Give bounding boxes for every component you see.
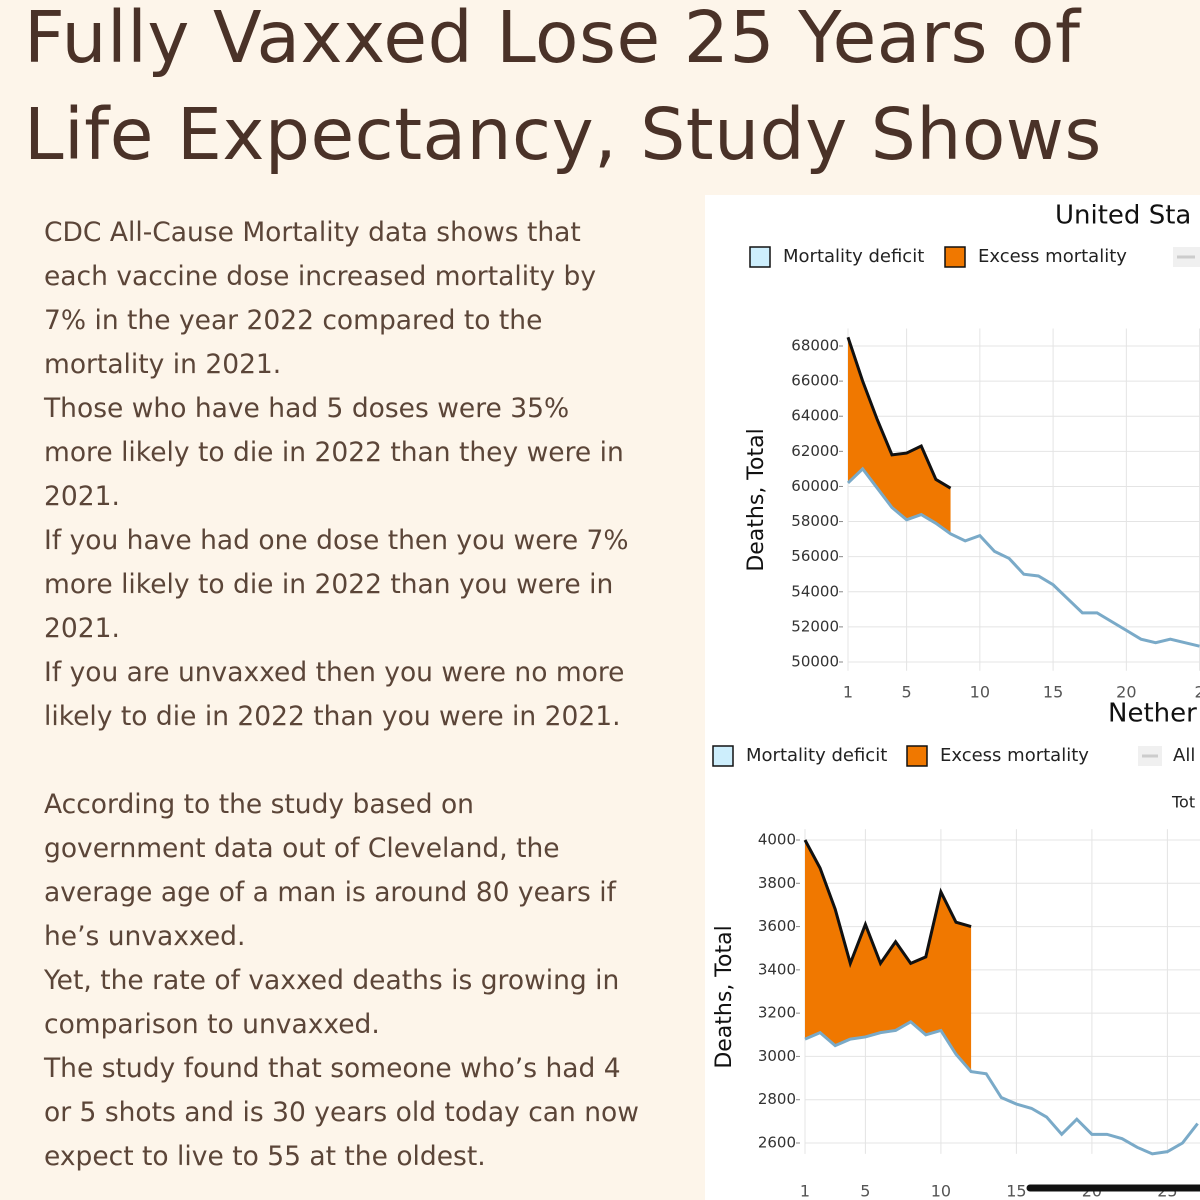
legend-swatch bbox=[712, 745, 734, 767]
legend-swatch bbox=[906, 745, 928, 767]
x-tick-label: 15 bbox=[1006, 1182, 1026, 1200]
y-tick-label: 50000 bbox=[791, 653, 839, 671]
y-tick-label: 58000 bbox=[791, 512, 839, 530]
body-line: If you are unvaxxed then you were no mor… bbox=[44, 657, 625, 688]
x-tick-label: 10 bbox=[970, 683, 990, 702]
y-tick-label: 52000 bbox=[791, 617, 839, 635]
observed-line bbox=[803, 839, 972, 969]
x-tick-label: 1 bbox=[843, 683, 853, 702]
legend-label: All bbox=[1173, 745, 1195, 766]
body-line: 7% in the year 2022 compared to the bbox=[44, 305, 543, 336]
body-line: each vaccine dose increased mortality by bbox=[44, 261, 597, 292]
y-tick-label: 3800 bbox=[758, 874, 796, 892]
y-axis-label: Deaths, Total bbox=[744, 428, 769, 571]
y-tick-label: 56000 bbox=[791, 547, 839, 565]
baseline-line bbox=[846, 466, 1200, 648]
y-axis-label: Deaths, Total bbox=[712, 925, 737, 1068]
body-line: 2021. bbox=[44, 481, 120, 512]
y-tick-label: 3400 bbox=[758, 960, 796, 978]
x-tick-label: 20 bbox=[1116, 683, 1136, 702]
y-tick-label: 64000 bbox=[791, 407, 839, 425]
title-line: Life Expectancy, Study Shows bbox=[24, 93, 1102, 176]
chart-subtitle: Tot bbox=[1171, 793, 1195, 812]
excess-area bbox=[848, 337, 951, 534]
y-tick-label: 68000 bbox=[791, 337, 839, 355]
body-line: If you have had one dose then you were 7… bbox=[44, 525, 629, 556]
x-tick-label: 5 bbox=[902, 683, 912, 702]
x-tick-label: 10 bbox=[931, 1182, 951, 1200]
body-line: 2021. bbox=[44, 613, 120, 644]
x-tick-label: 2 bbox=[1195, 683, 1200, 702]
body-line: Those who have had 5 doses were 35% bbox=[44, 393, 570, 424]
y-tick-label: 66000 bbox=[791, 372, 839, 390]
x-tick-label: 5 bbox=[860, 1182, 870, 1200]
y-tick-label: 60000 bbox=[791, 477, 839, 495]
chart-title: United Sta bbox=[1055, 201, 1191, 231]
body-line: According to the study based on bbox=[44, 789, 474, 820]
body-line: more likely to die in 2022 than you were… bbox=[44, 569, 614, 600]
y-tick-label: 4000 bbox=[758, 831, 796, 849]
body-line: or 5 shots and is 30 years old today can… bbox=[44, 1097, 639, 1128]
body-line: CDC All-Cause Mortality data shows that bbox=[44, 217, 581, 248]
legend-label: Mortality deficit bbox=[746, 745, 887, 766]
body-line: comparison to unvaxxed. bbox=[44, 1009, 380, 1040]
body-line: expect to live to 55 at the oldest. bbox=[44, 1141, 486, 1172]
y-tick-label: 3200 bbox=[758, 1004, 796, 1022]
body-line: more likely to die in 2022 than they wer… bbox=[44, 437, 624, 468]
x-tick-label: 15 bbox=[1043, 683, 1063, 702]
body-line: Yet, the rate of vaxxed deaths is growin… bbox=[44, 965, 620, 996]
body-line: government data out of Cleveland, the bbox=[44, 833, 560, 864]
body-line: The study found that someone who’s had 4 bbox=[44, 1053, 621, 1084]
legend-swatch bbox=[749, 246, 771, 268]
y-tick-label: 2600 bbox=[758, 1134, 796, 1152]
chart-title: Nether bbox=[1108, 699, 1197, 729]
y-tick-label: 2800 bbox=[758, 1090, 796, 1108]
legend-label: Excess mortality bbox=[978, 246, 1127, 267]
baseline-line bbox=[804, 1019, 1199, 1156]
title-line: Fully Vaxxed Lose 25 Years of bbox=[24, 0, 1081, 79]
y-tick-label: 3000 bbox=[758, 1047, 796, 1065]
body-line: average age of a man is around 80 years … bbox=[44, 877, 616, 908]
legend-label: Mortality deficit bbox=[783, 246, 924, 267]
y-tick-label: 54000 bbox=[791, 582, 839, 600]
excess-area bbox=[805, 840, 972, 1072]
y-tick-label: 3600 bbox=[758, 917, 796, 935]
legend-swatch bbox=[944, 246, 966, 268]
observed-line bbox=[846, 336, 952, 490]
body-line: he’s unvaxxed. bbox=[44, 921, 246, 952]
legend-label: Excess mortality bbox=[940, 745, 1089, 766]
x-tick-label: 1 bbox=[800, 1182, 810, 1200]
y-tick-label: 62000 bbox=[791, 442, 839, 460]
body-line: likely to die in 2022 than you were in 2… bbox=[44, 701, 621, 732]
body-line: mortality in 2021. bbox=[44, 349, 282, 380]
